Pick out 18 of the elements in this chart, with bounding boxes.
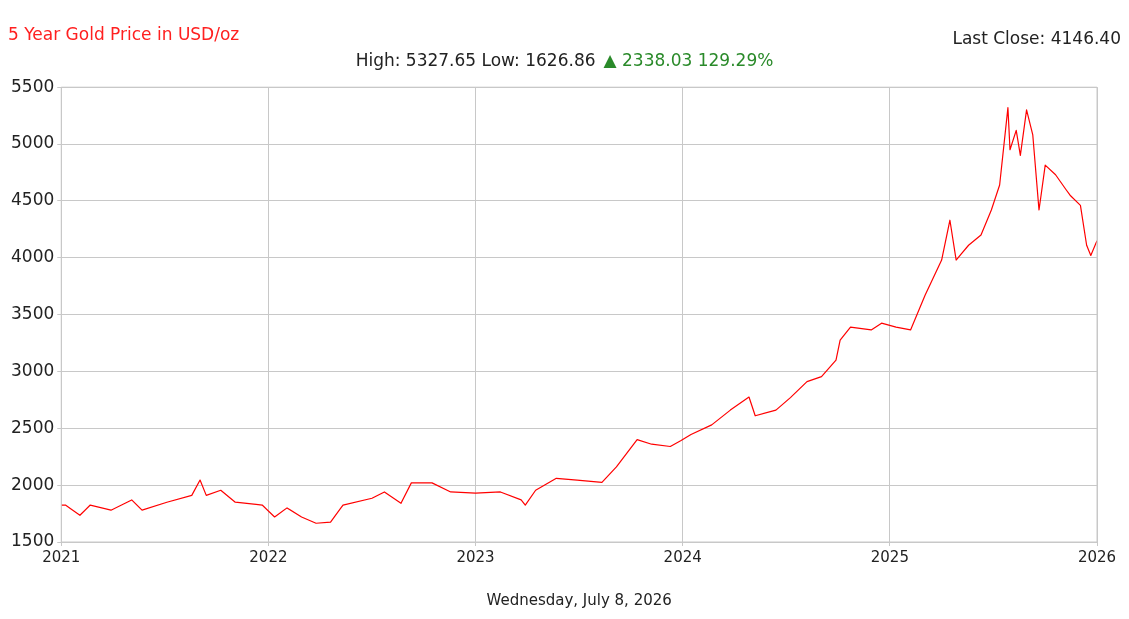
text: Last Close: 4146.40 bbox=[952, 28, 1121, 48]
y-tick-label: 2500 bbox=[11, 416, 55, 437]
x-axis-title: Wednesday, July 8, 2026 bbox=[486, 590, 672, 609]
y-tick-label: 4000 bbox=[11, 246, 55, 267]
chart-subtitle: High: 5327.65 Low: 1626.86 bbox=[355, 50, 596, 70]
y-tick-label: 5500 bbox=[11, 75, 55, 96]
x-tick-label: 2025 bbox=[870, 547, 909, 566]
y-tick-label: 4500 bbox=[11, 189, 55, 210]
x-tick-label: 2023 bbox=[456, 547, 495, 566]
chart-title: 5 Year Gold Price in USD/oz bbox=[8, 24, 240, 44]
x-tick-label: 2024 bbox=[663, 547, 702, 566]
x-tick-label: 2022 bbox=[249, 547, 288, 566]
text: ▲ 2338.03 129.29% bbox=[603, 50, 774, 70]
y-tick-label: 5000 bbox=[11, 132, 55, 153]
x-tick-label: 2026 bbox=[1077, 547, 1117, 566]
y-tick-label: 3000 bbox=[11, 359, 55, 380]
y-tick-label: 3500 bbox=[11, 303, 55, 324]
y-tick-label: 2000 bbox=[11, 473, 55, 494]
